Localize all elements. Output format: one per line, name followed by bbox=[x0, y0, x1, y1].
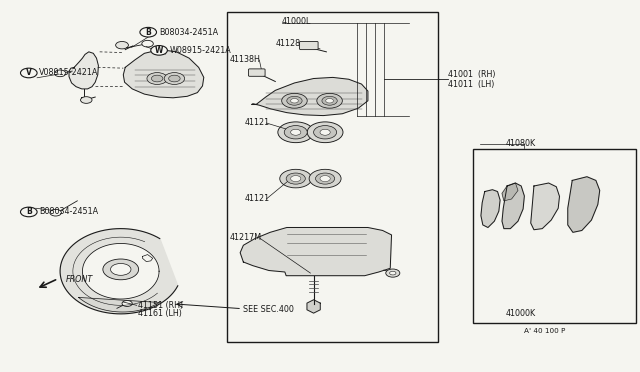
Circle shape bbox=[320, 129, 330, 135]
Circle shape bbox=[320, 176, 330, 182]
Circle shape bbox=[291, 129, 301, 135]
Text: 41000K: 41000K bbox=[505, 310, 535, 318]
Text: 41121: 41121 bbox=[244, 119, 270, 128]
Text: 41080K: 41080K bbox=[505, 139, 535, 148]
Circle shape bbox=[390, 271, 396, 275]
Circle shape bbox=[307, 122, 343, 142]
Text: 41011  (LH): 41011 (LH) bbox=[448, 80, 494, 89]
Text: FRONT: FRONT bbox=[66, 275, 93, 284]
Circle shape bbox=[20, 207, 37, 217]
Circle shape bbox=[282, 93, 307, 108]
Circle shape bbox=[316, 173, 335, 184]
Polygon shape bbox=[69, 52, 99, 89]
Circle shape bbox=[386, 269, 400, 277]
Polygon shape bbox=[60, 229, 178, 314]
Circle shape bbox=[152, 75, 163, 82]
Circle shape bbox=[284, 126, 307, 139]
Polygon shape bbox=[79, 298, 159, 312]
Circle shape bbox=[140, 28, 157, 37]
Circle shape bbox=[111, 263, 131, 275]
FancyBboxPatch shape bbox=[300, 41, 318, 49]
Text: B08034-2451A: B08034-2451A bbox=[159, 28, 218, 37]
Text: A' 40 100 P: A' 40 100 P bbox=[524, 328, 566, 334]
Circle shape bbox=[50, 209, 61, 216]
Circle shape bbox=[116, 41, 129, 49]
Polygon shape bbox=[252, 77, 368, 116]
Circle shape bbox=[314, 126, 337, 139]
Circle shape bbox=[142, 40, 154, 47]
Circle shape bbox=[326, 99, 333, 103]
Bar bbox=[473, 149, 636, 323]
Text: 41128: 41128 bbox=[275, 39, 300, 48]
Polygon shape bbox=[502, 183, 524, 229]
Text: V08915-2421A: V08915-2421A bbox=[39, 68, 99, 77]
Circle shape bbox=[20, 68, 37, 78]
Polygon shape bbox=[531, 183, 559, 230]
Text: B: B bbox=[145, 28, 151, 37]
Circle shape bbox=[309, 169, 341, 188]
Bar bbox=[227, 12, 438, 341]
Circle shape bbox=[164, 73, 184, 84]
Text: 41138H: 41138H bbox=[229, 55, 260, 64]
Polygon shape bbox=[143, 254, 153, 262]
Circle shape bbox=[322, 96, 337, 105]
Circle shape bbox=[287, 96, 302, 105]
Text: B: B bbox=[26, 208, 31, 217]
Text: V: V bbox=[26, 68, 32, 77]
Polygon shape bbox=[502, 183, 518, 201]
FancyBboxPatch shape bbox=[248, 69, 265, 76]
Circle shape bbox=[103, 259, 139, 280]
Text: 41151 (RH): 41151 (RH) bbox=[138, 301, 183, 310]
Circle shape bbox=[278, 122, 314, 142]
Text: 41001  (RH): 41001 (RH) bbox=[448, 70, 495, 79]
Polygon shape bbox=[481, 190, 500, 228]
Text: 41121: 41121 bbox=[244, 195, 270, 203]
Polygon shape bbox=[307, 300, 320, 313]
Polygon shape bbox=[240, 228, 392, 276]
Text: W: W bbox=[155, 46, 163, 55]
Circle shape bbox=[317, 93, 342, 108]
Polygon shape bbox=[124, 49, 204, 98]
Circle shape bbox=[291, 99, 298, 103]
Circle shape bbox=[54, 70, 66, 77]
Circle shape bbox=[147, 73, 168, 84]
Polygon shape bbox=[568, 177, 600, 232]
Circle shape bbox=[286, 173, 305, 184]
Circle shape bbox=[169, 75, 180, 82]
Circle shape bbox=[81, 97, 92, 103]
Text: 41217M: 41217M bbox=[229, 233, 262, 243]
Text: B08034-2451A: B08034-2451A bbox=[39, 208, 98, 217]
Circle shape bbox=[122, 301, 132, 307]
Text: 41161 (LH): 41161 (LH) bbox=[138, 310, 182, 318]
Text: W08915-2421A: W08915-2421A bbox=[170, 46, 232, 55]
Text: SEE SEC.400: SEE SEC.400 bbox=[243, 305, 294, 314]
Polygon shape bbox=[83, 243, 159, 299]
Circle shape bbox=[291, 176, 301, 182]
Text: 41000L: 41000L bbox=[282, 17, 311, 26]
Circle shape bbox=[151, 45, 168, 55]
Circle shape bbox=[280, 169, 312, 188]
